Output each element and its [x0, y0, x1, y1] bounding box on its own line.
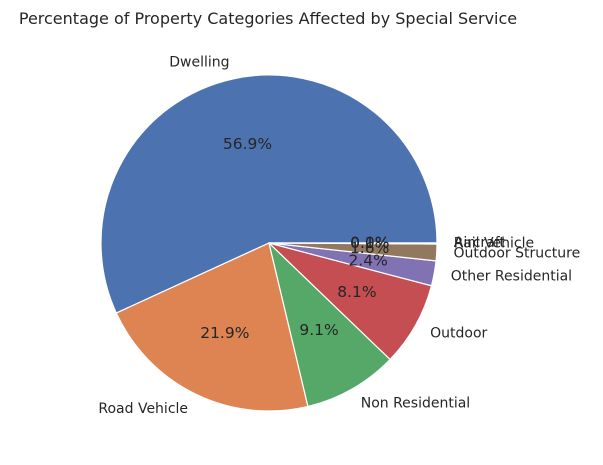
slice-percent-label: 0.0%: [350, 234, 389, 252]
pie-slice-dwelling: [100, 74, 438, 314]
pie-slice-rail-vehicle: [268, 242, 438, 245]
slice-label: Other Residential: [451, 268, 572, 284]
slice-percent-label: 1.6%: [350, 239, 389, 257]
slice-percent-label: 56.9%: [223, 135, 272, 153]
slice-percent-label: 2.4%: [348, 252, 387, 270]
slice-percent-label: 21.9%: [200, 324, 249, 342]
slice-label: Road Vehicle: [98, 401, 188, 417]
slice-label: Rail Vehicle: [454, 236, 534, 252]
slice-label: Outdoor: [430, 325, 487, 341]
slice-percent-label: 9.1%: [299, 321, 338, 339]
pie-slice-non-residential: [268, 242, 391, 408]
slice-label: Outdoor Structure: [454, 245, 581, 261]
slice-label: Non Residential: [361, 395, 470, 411]
slice-percent-label: 0.1%: [350, 234, 389, 252]
slice-label: Dwelling: [169, 54, 229, 70]
labels-layer: Dwelling 56.9% Road Vehicle 21.9% Non Reside…: [98, 54, 580, 417]
pie-slice-road-vehicle: [115, 242, 309, 412]
slices-layer: [100, 74, 438, 412]
slice-label: Aircraft: [454, 235, 506, 251]
chart-title: Percentage of Property Categories Affect…: [19, 9, 517, 28]
slice-percent-label: 8.1%: [337, 283, 376, 301]
